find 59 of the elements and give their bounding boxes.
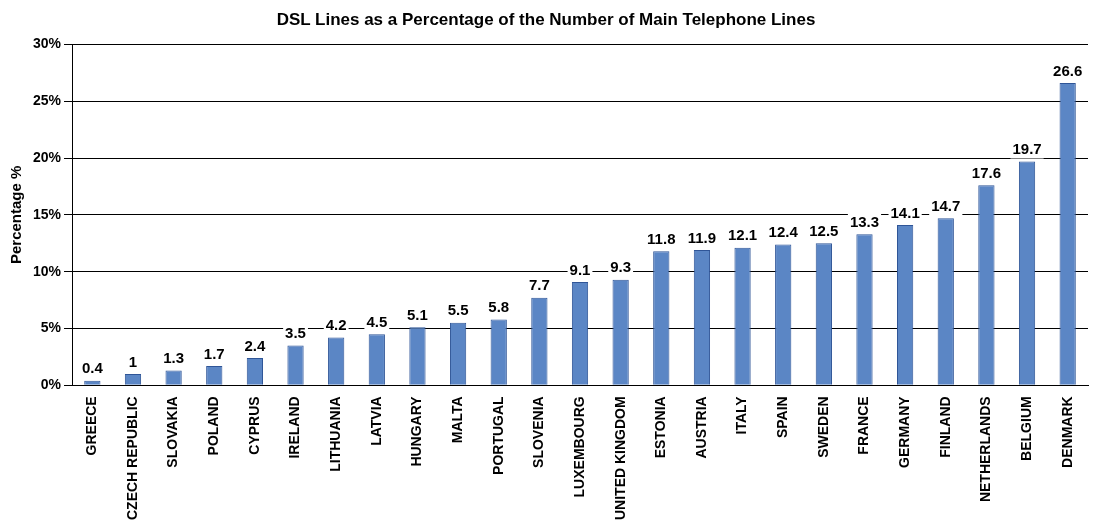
data-label: 5.5 — [447, 301, 469, 319]
x-tick-label: AUSTRIA — [692, 396, 709, 459]
data-label: 0.4 — [81, 359, 104, 377]
data-label: 2.4 — [244, 336, 266, 354]
data-label: 5.8 — [488, 298, 510, 316]
y-tick-label: 5% — [40, 319, 62, 336]
data-label: 1 — [128, 352, 138, 370]
data-label: 12.4 — [768, 223, 799, 241]
x-tick-label: SLOVENIA — [530, 396, 547, 468]
x-tick-label: HUNGARY — [408, 395, 425, 467]
y-tick-label: 25% — [32, 92, 62, 109]
data-label: 13.3 — [849, 212, 880, 230]
y-tick-label: 30% — [32, 35, 62, 52]
y-axis-title: Percentage % — [7, 165, 25, 265]
x-tick-label: SLOVAKIA — [164, 396, 181, 468]
data-label: 9.3 — [610, 258, 632, 276]
data-label: 11.8 — [647, 229, 676, 247]
data-label: 4.2 — [325, 316, 347, 334]
x-tick-label: BELGIUM — [1017, 396, 1034, 461]
x-tick-label: POLAND — [205, 396, 222, 456]
x-tick-label: CZECH REPUBLIC — [123, 396, 140, 520]
y-tick-label: 20% — [32, 148, 62, 165]
x-tick-label: SWEDEN — [814, 396, 831, 458]
data-label: 7.7 — [528, 276, 550, 294]
data-label: 9.1 — [569, 260, 591, 278]
data-label: 4.5 — [366, 312, 388, 330]
x-tick-label: MALTA — [448, 396, 465, 444]
data-label: 26.6 — [1053, 61, 1083, 79]
data-label: 1.3 — [163, 349, 185, 367]
x-tick-label: PORTUGAL — [489, 395, 506, 475]
data-label: 17.6 — [971, 163, 1001, 181]
data-label: 11.9 — [687, 228, 717, 246]
data-label: 14.1 — [890, 203, 920, 221]
x-tick-label: FRANCE — [855, 396, 872, 455]
data-label: 12.1 — [727, 226, 758, 244]
chart-title: DSL Lines as a Percentage of the Number of Main Telephone Lines — [276, 9, 816, 29]
x-tick-label: UNITED KINGDOM — [611, 396, 628, 520]
x-tick-label: FINLAND — [936, 396, 953, 458]
x-tick-label: ITALY — [733, 395, 750, 435]
x-tick-label: IRELAND — [286, 396, 303, 459]
x-tick-label: GERMANY — [895, 395, 912, 468]
data-label: 5.1 — [407, 306, 428, 324]
x-tick-label: ESTONIA — [652, 396, 669, 459]
x-tick-label: LUXEMBOURG — [570, 396, 587, 498]
data-label: 14.7 — [931, 196, 961, 214]
x-tick-label: NETHERLANDS — [977, 396, 994, 503]
y-tick-label: 15% — [32, 205, 62, 222]
x-tick-label: DENMARK — [1058, 396, 1075, 468]
data-label: 19.7 — [1012, 140, 1042, 158]
y-tick-label: 10% — [32, 262, 62, 279]
x-tick-label: CYPRUS — [245, 396, 262, 455]
y-tick-label: 0% — [40, 376, 62, 393]
data-label: 3.5 — [285, 324, 306, 342]
data-label: 1.7 — [203, 344, 225, 362]
x-tick-label: SPAIN — [774, 396, 791, 439]
x-tick-label: LATVIA — [367, 396, 384, 446]
x-tick-label: GREECE — [83, 396, 100, 456]
data-label: 12.5 — [809, 221, 839, 239]
x-tick-label: LITHUANIA — [327, 396, 344, 472]
